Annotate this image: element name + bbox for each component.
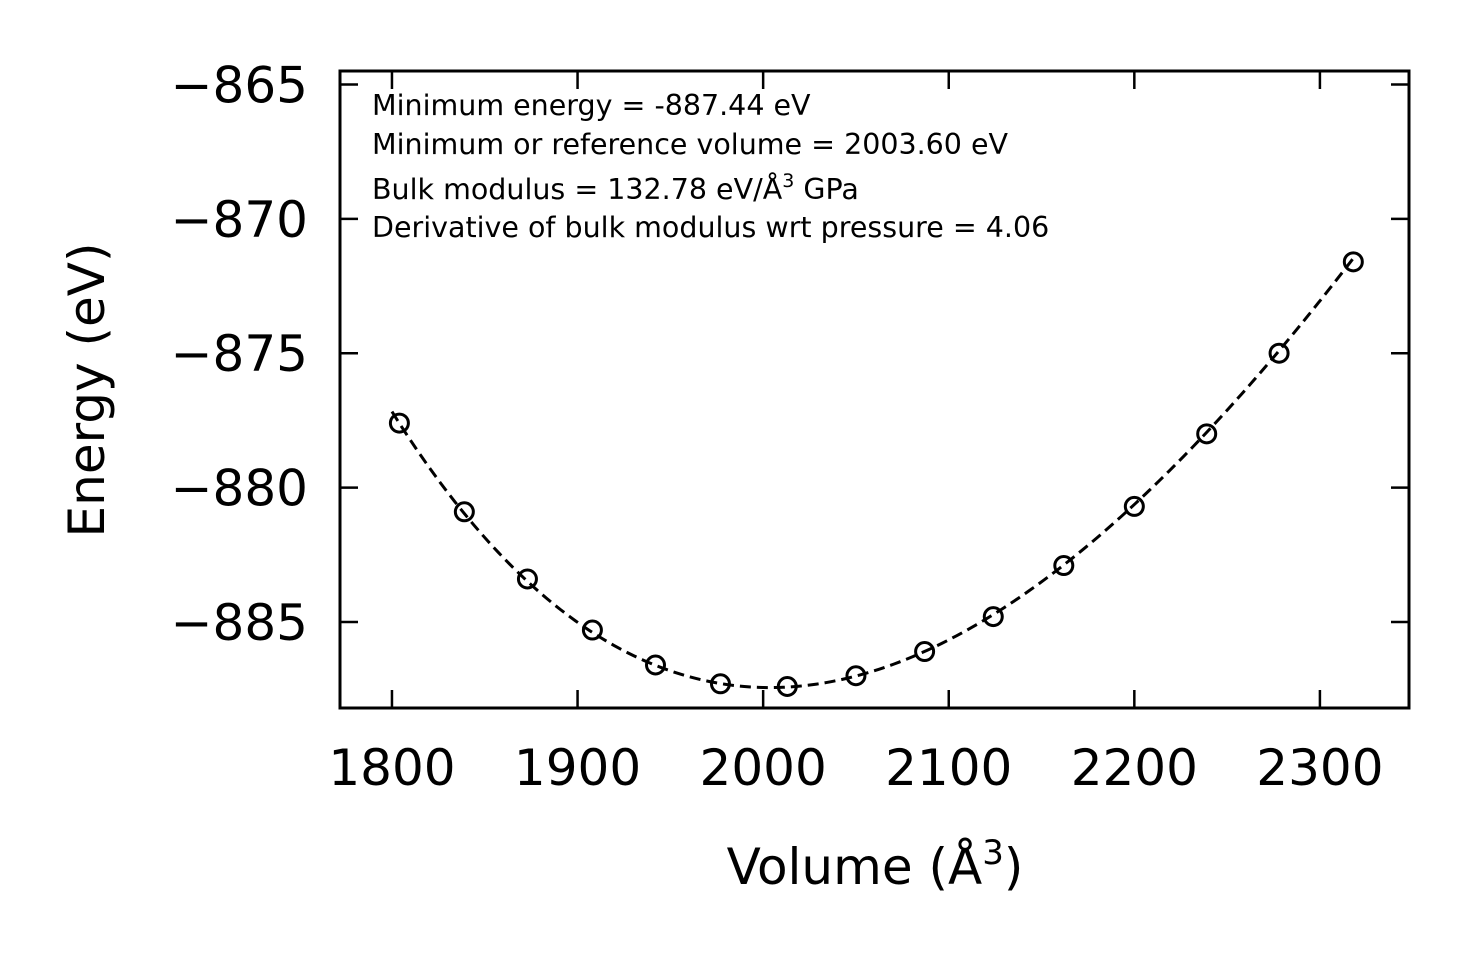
data-point [914,641,936,663]
x-axis-label-text: Volume (Å [727,838,983,896]
data-point [776,675,798,697]
data-point [516,568,538,590]
x-tick-label: 2200 [1071,739,1198,797]
x-tick-label: 1900 [514,739,641,797]
data-point [1053,555,1075,577]
x-tick-label: 1800 [328,739,455,797]
y-axis-label: Energy (eV) [58,243,116,538]
y-tick-label: −865 [171,56,308,114]
x-axis-label: Volume (Å3) [727,833,1024,896]
data-point [982,606,1004,628]
data-point [453,501,475,523]
annotation-min-volume: Minimum or reference volume = 2003.60 eV [372,128,1009,161]
x-tick-label: 2000 [700,739,827,797]
x-tick-label: 2300 [1256,739,1383,797]
y-tick-label: −870 [171,191,308,249]
data-point [1268,342,1290,364]
data-point [709,673,731,695]
data-point [1342,251,1364,273]
annotation-bulk-sup: 3 [782,170,794,192]
data-point [645,654,667,676]
tick-labels: 1800 1900 2000 2100 2200 2300 −865 −870 −875 −880… [171,56,1384,797]
annotation-bulk-derivative: Derivative of bulk modulus wrt pressure … [372,211,1049,244]
data-points [388,251,1364,697]
x-axis-label-end: ) [1004,838,1024,896]
annotation-min-energy: Minimum energy = -887.44 eV [372,89,811,122]
data-point [388,412,410,434]
x-tick-label: 2100 [885,739,1012,797]
annotation-box: Minimum energy = -887.44 eV Minimum or r… [372,89,1049,244]
plot-frame [338,69,1411,710]
ticks-layer [340,71,1409,708]
data-point [581,619,603,641]
y-tick-label: −880 [171,460,308,518]
y-tick-label: −885 [171,594,308,652]
x-axis-label-sup: 3 [982,833,1004,873]
data-point [1123,495,1145,517]
data-point [1196,423,1218,445]
annotation-bulk-end: GPa [794,173,859,206]
y-tick-label: −875 [171,325,308,383]
annotation-bulk-modulus: Bulk modulus = 132.78 eV/Å3 GPa [372,170,859,206]
data-point [845,665,867,687]
annotation-bulk-text: Bulk modulus = 132.78 eV/Å [372,172,783,206]
fit-curve [390,252,1359,690]
